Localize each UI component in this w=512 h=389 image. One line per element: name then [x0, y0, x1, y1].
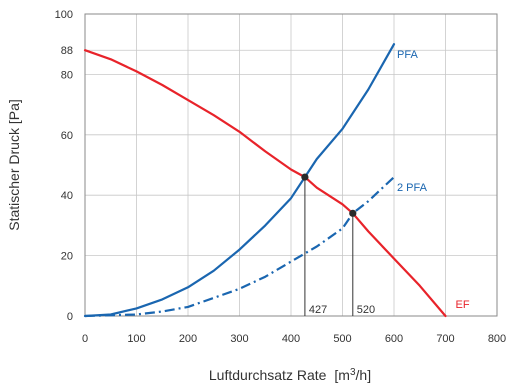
- y-tick-labels: 0 20 40 60 80 88 100: [55, 9, 73, 323]
- x-tick-label: 700: [436, 333, 454, 345]
- x-axis-unit: [m: [334, 367, 350, 383]
- annotation-label: 520: [357, 304, 375, 316]
- x-axis-unit-end: /h]: [356, 367, 372, 383]
- x-tick-labels: 0 100 200 300 400 500 600 700 800: [82, 333, 506, 345]
- annotation-label: 427: [309, 304, 327, 316]
- series-label: 2 PFA: [397, 182, 428, 194]
- axes: [84, 13, 498, 317]
- series-label: PFA: [397, 49, 418, 61]
- x-axis-title-main: Luftdurchsatz Rate: [209, 367, 327, 383]
- x-tick-label: 500: [333, 333, 351, 345]
- x-tick-label: 100: [127, 333, 145, 345]
- grid: [84, 13, 498, 317]
- x-tick-label: 600: [385, 333, 403, 345]
- y-axis-title: Statischer Druck [Pa]: [6, 99, 22, 231]
- x-tick-label: 200: [179, 333, 197, 345]
- y-tick-label: 88: [61, 45, 73, 57]
- y-tick-label: 60: [61, 130, 73, 142]
- series-labels: PFA 2 PFA EF: [397, 49, 470, 311]
- x-tick-label: 400: [282, 333, 300, 345]
- x-tick-label: 0: [82, 333, 88, 345]
- x-tick-label: 800: [488, 333, 506, 345]
- y-tick-label: 100: [55, 9, 73, 21]
- y-tick-label: 20: [61, 251, 73, 263]
- series-lines: [83, 43, 447, 318]
- x-tick-label: 300: [230, 333, 248, 345]
- y-tick-label: 0: [67, 311, 73, 323]
- series-line-pfa: [83, 43, 396, 318]
- intersection-points: [301, 173, 357, 217]
- series-line-ef: [83, 49, 447, 318]
- annotations: 427 520: [304, 177, 375, 316]
- y-tick-label: 80: [61, 69, 73, 81]
- series-line-2-pfa: [84, 176, 395, 318]
- intersection-point: [349, 209, 357, 217]
- y-tick-label: 40: [61, 190, 73, 202]
- plot-frame: [84, 13, 498, 317]
- x-axis-title: Luftdurchsatz Rate [m3/h]: [209, 367, 371, 384]
- intersection-point: [301, 173, 309, 181]
- x-axis-unit-sup: 3: [350, 367, 356, 378]
- series-label: EF: [456, 299, 470, 311]
